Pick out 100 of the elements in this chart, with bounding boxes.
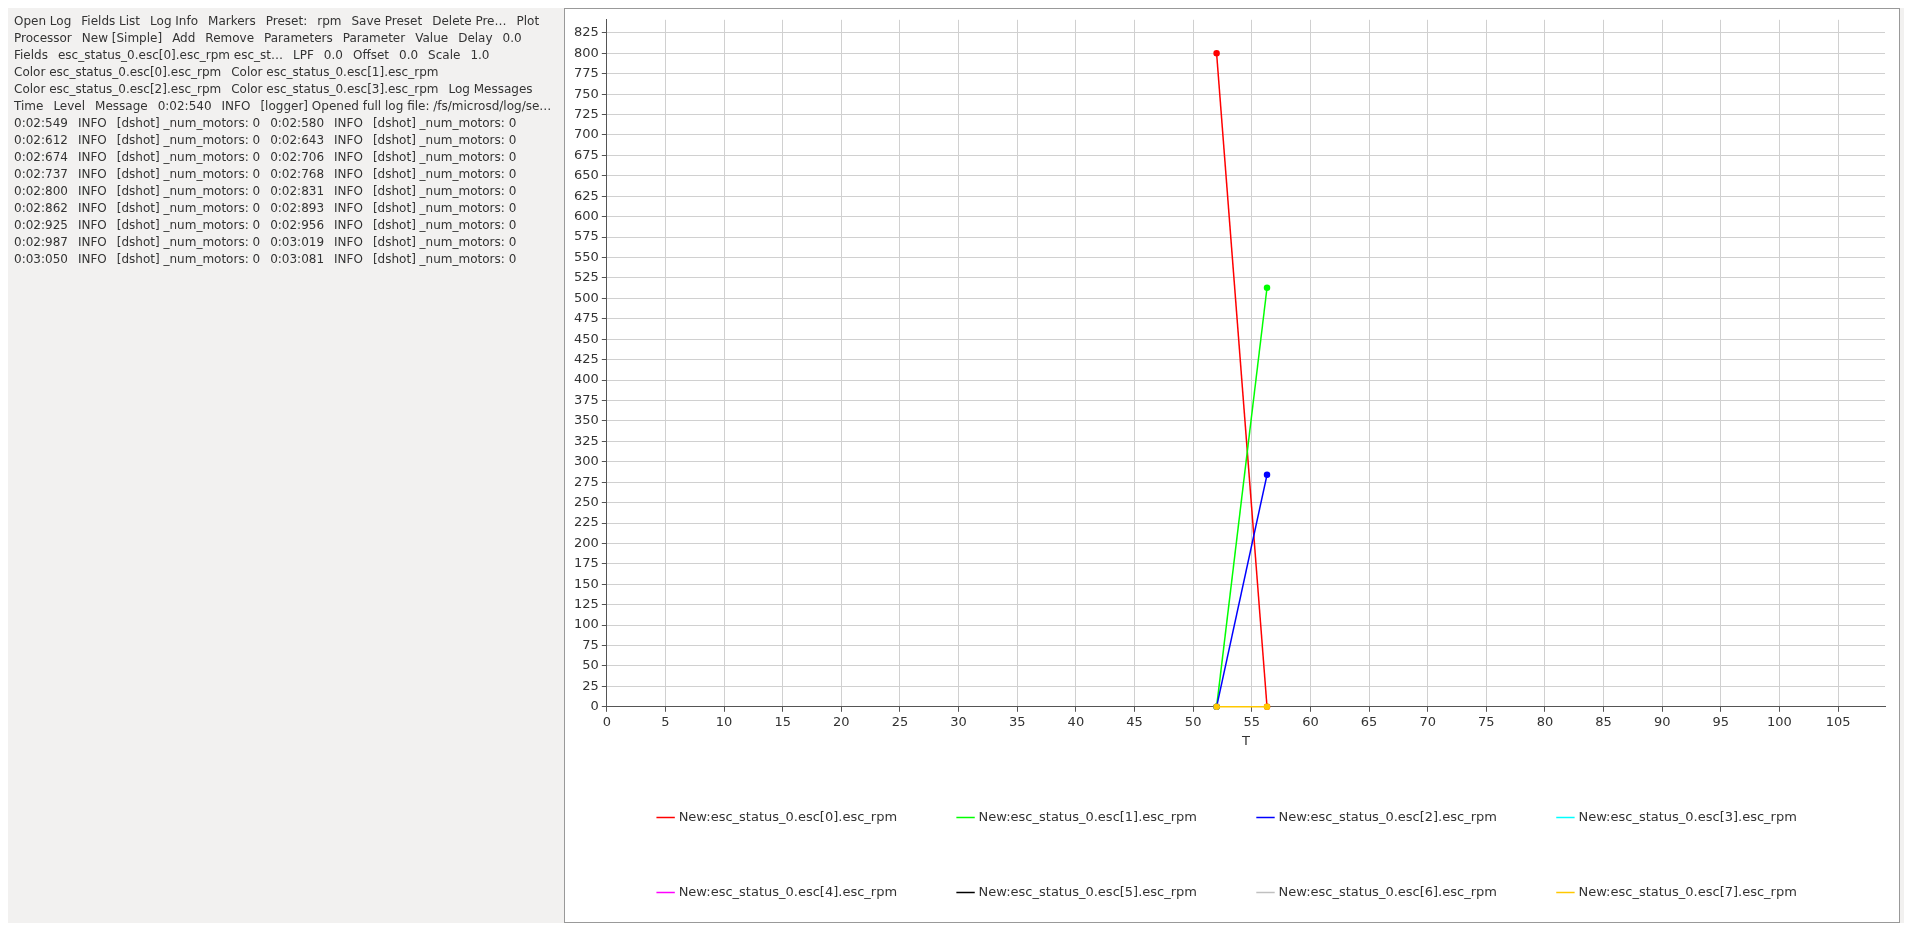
text: rpm <box>317 14 342 28</box>
text: [dshot] _num_motors: 0 <box>372 150 517 164</box>
y-tick-label: 675 <box>573 146 599 162</box>
text: New [Simple] <box>81 31 163 45</box>
text: Color esc_status_0.esc[3].esc_rpm <box>231 82 439 96</box>
legend-label: New:esc_status_0.esc[1].esc_rpm <box>978 808 1197 824</box>
text: [dshot] _num_motors: 0 <box>372 201 517 215</box>
text: INFO <box>334 252 363 266</box>
text: 0:03:050 <box>14 252 68 266</box>
text: Log Messages <box>448 82 533 96</box>
y-tick-label: 150 <box>573 575 599 591</box>
text: 0:03:019 <box>270 235 325 249</box>
x-tick-label: 60 <box>1302 713 1319 729</box>
text: [dshot] _num_motors: 0 <box>372 235 517 249</box>
text: [dshot] _num_motors: 0 <box>372 252 517 266</box>
text: Open Log <box>14 14 72 28</box>
text: INFO <box>334 201 363 215</box>
y-tick-label: 125 <box>573 596 599 612</box>
text: Delete Pre… <box>432 14 507 28</box>
x-tick-label: 55 <box>1243 713 1261 729</box>
x-axis-title: T <box>1240 732 1250 748</box>
y-tick-label: 625 <box>573 187 599 203</box>
y-tick-label: 375 <box>573 391 599 407</box>
y-tick-label: 425 <box>573 351 599 366</box>
legend-label: New:esc_status_0.esc[0].esc_rpm <box>678 808 898 824</box>
text: INFO <box>77 218 107 232</box>
text: Plot <box>516 14 540 28</box>
text: Color esc_status_0.esc[0].esc_rpm <box>14 65 222 79</box>
x-tick-label: 90 <box>1653 713 1671 729</box>
x-tick-label: 20 <box>833 713 850 729</box>
y-tick-label: 75 <box>582 636 599 652</box>
legend-label: New:esc_status_0.esc[5].esc_rpm <box>978 883 1197 899</box>
text: [dshot] _num_motors: 0 <box>116 235 261 249</box>
text: 0:02:612 <box>14 133 68 147</box>
text: Log Info <box>150 14 199 28</box>
text: Scale <box>428 48 461 62</box>
text: [logger] Opened full log file: /fs/microsd/log/se… <box>260 99 552 113</box>
text: [dshot] _num_motors: 0 <box>372 133 517 147</box>
y-tick-label: 100 <box>573 616 599 632</box>
y-tick-label: 550 <box>573 248 599 264</box>
text: 0:02:925 <box>14 218 68 232</box>
x-tick-label: 45 <box>1126 713 1143 729</box>
text: Fields List <box>81 14 141 28</box>
text: 0:02:768 <box>270 167 325 181</box>
text: INFO <box>334 133 363 147</box>
text: [dshot] _num_motors: 0 <box>372 167 517 181</box>
text: INFO <box>77 167 107 181</box>
x-tick-label: 85 <box>1595 713 1612 729</box>
text: [dshot] _num_motors: 0 <box>372 184 517 198</box>
x-tick-label: 5 <box>661 713 670 729</box>
text: Processor <box>14 31 72 45</box>
text: Time <box>14 99 44 113</box>
y-tick-label: 800 <box>573 44 599 60</box>
x-tick-label: 30 <box>950 713 967 729</box>
y-tick-label: 825 <box>573 24 599 40</box>
legend-label: New:esc_status_0.esc[7].esc_rpm <box>1578 883 1797 899</box>
text: 0:02:956 <box>270 218 325 232</box>
text: INFO <box>77 235 107 249</box>
text: 0:02:580 <box>270 116 325 130</box>
text: Add <box>172 31 196 45</box>
text: Markers <box>208 14 256 28</box>
text: 0:02:674 <box>14 150 68 164</box>
y-tick-label: 750 <box>573 85 599 101</box>
text: [dshot] _num_motors: 0 <box>116 218 261 232</box>
y-tick-label: 50 <box>582 657 599 673</box>
text: Color esc_status_0.esc[1].esc_rpm <box>231 65 439 79</box>
y-tick-label: 0 <box>590 698 599 714</box>
text: INFO <box>221 99 251 113</box>
x-tick-label: 70 <box>1419 713 1436 729</box>
text: INFO <box>77 252 107 266</box>
x-tick-label: 65 <box>1360 713 1378 729</box>
text: 0:02:706 <box>270 150 325 164</box>
x-tick-label: 25 <box>891 713 909 729</box>
text: [dshot] _num_motors: 0 <box>116 133 261 147</box>
text: 0:02:800 <box>14 184 68 198</box>
y-tick-label: 175 <box>573 555 599 571</box>
text: 0.0 <box>323 48 343 62</box>
y-tick-label: 400 <box>573 371 599 387</box>
text: Delay <box>458 31 493 45</box>
y-tick-label: 500 <box>573 289 599 305</box>
text: INFO <box>334 235 363 249</box>
x-tick-label: 35 <box>1008 713 1026 729</box>
text: 0:03:081 <box>270 252 325 266</box>
text: 0:02:862 <box>14 201 68 215</box>
y-tick-label: 25 <box>582 677 599 693</box>
text: esc_status_0.esc[0].esc_rpm esc_st… <box>57 48 284 62</box>
legend-label: New:esc_status_0.esc[4].esc_rpm <box>678 883 898 899</box>
text: Save Preset <box>351 14 423 28</box>
x-tick-label: 105 <box>1825 713 1851 729</box>
text: INFO <box>334 167 363 181</box>
text: INFO <box>77 150 107 164</box>
y-tick-label: 300 <box>573 453 599 469</box>
x-tick-label: 10 <box>715 713 733 729</box>
legend-label: New:esc_status_0.esc[3].esc_rpm <box>1578 808 1797 824</box>
y-tick-label: 725 <box>573 105 599 121</box>
text: INFO <box>334 150 363 164</box>
text: INFO <box>334 218 363 232</box>
y-tick-label: 275 <box>573 473 599 489</box>
legend-label: New:esc_status_0.esc[2].esc_rpm <box>1278 808 1497 824</box>
text: [dshot] _num_motors: 0 <box>116 116 261 130</box>
